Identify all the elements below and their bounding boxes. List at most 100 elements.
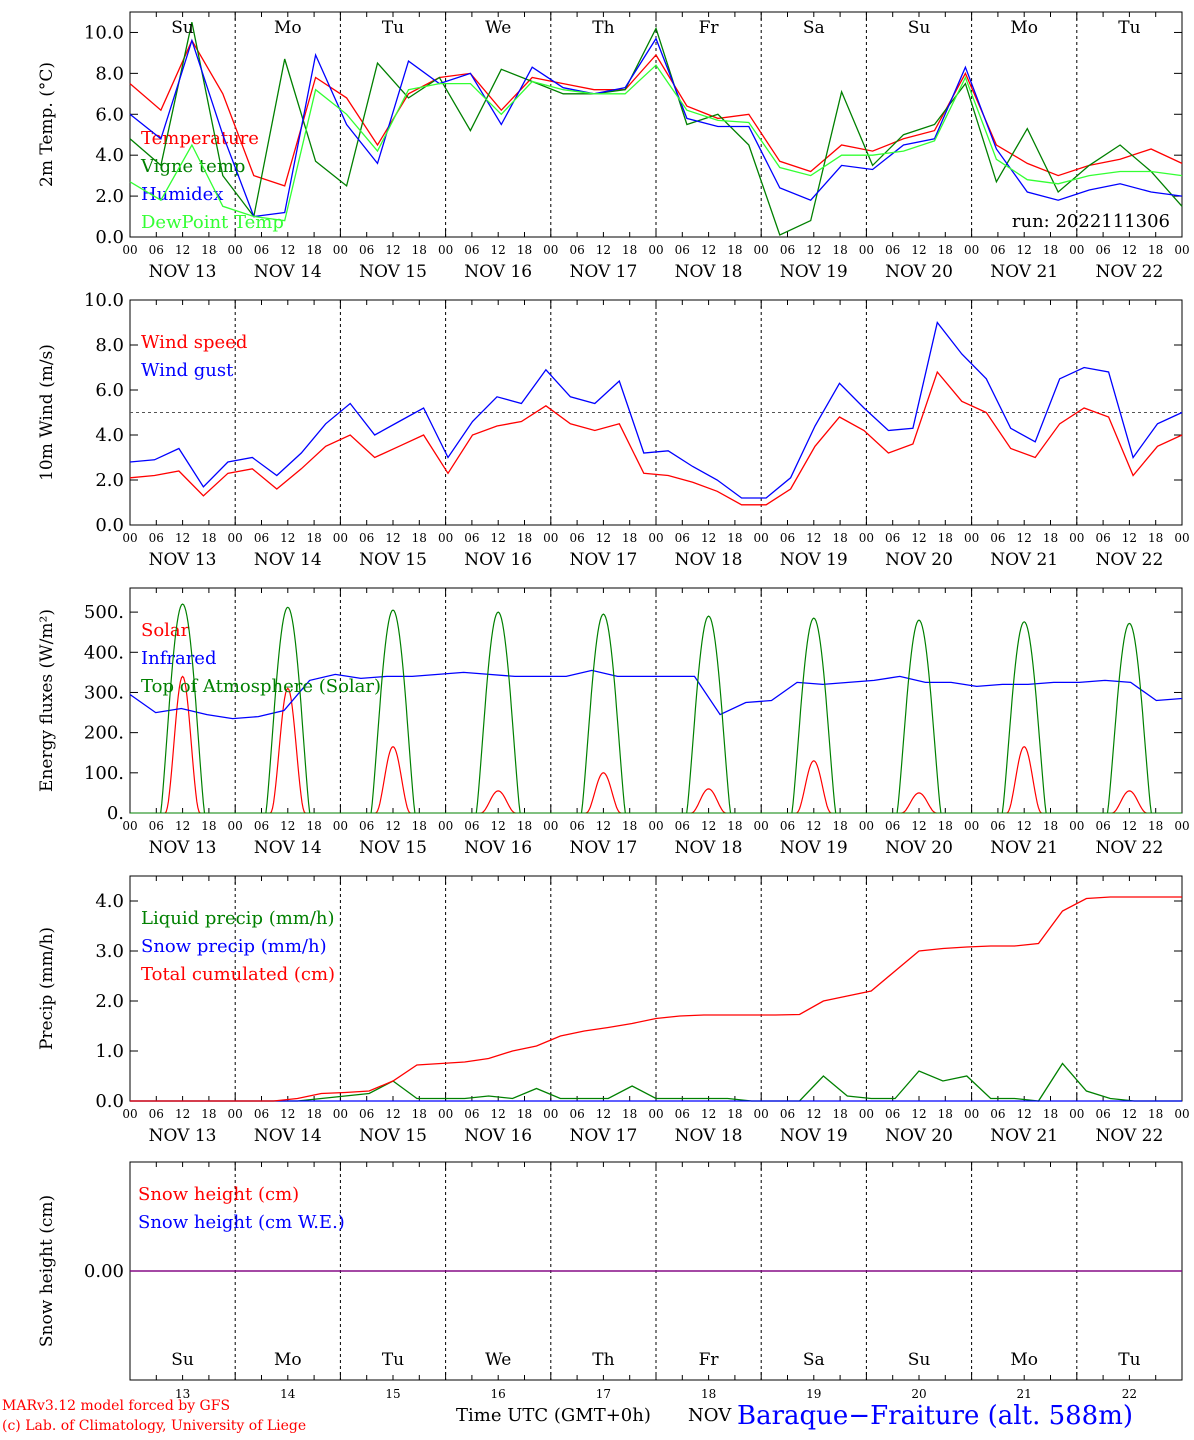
model-line: MARv3.12 model forced by GFS [2, 1398, 231, 1414]
series-curve [1111, 790, 1148, 814]
hour-tick-label: 00 [333, 819, 348, 833]
y-axis-label: 10m Wind (m/s) [37, 344, 57, 481]
hour-tick-label: 18 [306, 1107, 321, 1121]
hour-tick-label: 18 [727, 243, 742, 257]
hour-tick-label: 06 [675, 819, 690, 833]
weekday-label: Fr [699, 18, 720, 38]
hour-tick-label: 00 [333, 1107, 348, 1121]
day-number: 20 [911, 1387, 926, 1401]
legend-entry: Snow height (cm W.E.) [138, 1212, 345, 1233]
hour-tick-label: 06 [990, 819, 1005, 833]
nov-label: NOV [688, 1405, 732, 1426]
y-tick-label: 3.0 [95, 941, 124, 962]
y-tick-label: 8.0 [95, 335, 124, 356]
series-line [130, 896, 1182, 1102]
hour-tick-label: 06 [675, 1107, 690, 1121]
date-label: NOV 15 [359, 262, 427, 282]
hour-tick-label: 06 [149, 1107, 164, 1121]
day-number: 18 [701, 1387, 716, 1401]
hour-tick-label: 06 [990, 531, 1005, 545]
hour-tick-label: 06 [885, 531, 900, 545]
series-curve [686, 615, 732, 814]
run-annotation: run: 2022111306 [1012, 211, 1170, 232]
hour-tick-label: 00 [859, 1107, 874, 1121]
series-curve [1006, 746, 1042, 814]
hour-tick-label: 12 [1017, 819, 1032, 833]
hour-tick-label: 12 [596, 1107, 611, 1121]
hour-tick-label: 00 [543, 531, 558, 545]
y-tick-label: 300. [84, 682, 124, 703]
hour-tick-label: 06 [254, 531, 269, 545]
series-curve [164, 675, 201, 814]
legend-entry: Wind gust [141, 360, 234, 381]
legend-entry: DewPoint Temp [141, 212, 284, 233]
date-label: NOV 21 [990, 262, 1058, 282]
hour-tick-label: 06 [1095, 819, 1110, 833]
y-tick-label: 8.0 [95, 63, 124, 84]
hour-tick-label: 12 [1017, 243, 1032, 257]
hour-tick-label: 00 [1069, 531, 1084, 545]
y-tick-label: 0.0 [95, 1091, 124, 1112]
weekday-label: Th [592, 1350, 614, 1370]
series-curve [580, 613, 626, 814]
hour-tick-label: 00 [964, 243, 979, 257]
date-label: NOV 14 [254, 262, 322, 282]
hour-tick-label: 18 [412, 1107, 427, 1121]
series-line [129, 370, 1183, 506]
legend-entry: Vigne temp [140, 156, 245, 177]
date-label: NOV 17 [569, 1126, 637, 1146]
date-label: NOV 15 [359, 550, 427, 570]
y-axis-label: Snow height (cm) [37, 1195, 57, 1347]
y-tick-label: 2.0 [95, 186, 124, 207]
series-curve [690, 788, 727, 814]
hour-tick-label: 12 [385, 531, 400, 545]
hour-tick-label: 12 [911, 243, 926, 257]
hour-tick-label: 06 [569, 243, 584, 257]
series-line [129, 39, 1183, 187]
hour-tick-label: 00 [1174, 819, 1189, 833]
hour-tick-label: 00 [543, 243, 558, 257]
hour-tick-label: 12 [491, 243, 506, 257]
hour-tick-label: 18 [201, 531, 216, 545]
y-tick-label: 0.00 [84, 1261, 124, 1282]
hour-tick-label: 00 [1069, 819, 1084, 833]
hour-tick-label: 12 [280, 531, 295, 545]
hour-tick-label: 12 [911, 531, 926, 545]
hour-tick-label: 00 [333, 531, 348, 545]
series-curve [160, 603, 206, 814]
legend-entry: Temperature [141, 128, 259, 149]
hour-tick-label: 06 [464, 243, 479, 257]
series-curve [480, 790, 516, 814]
hour-tick-label: 12 [1122, 243, 1137, 257]
hour-tick-label: 12 [701, 819, 716, 833]
hour-tick-label: 00 [648, 1107, 663, 1121]
hour-tick-label: 12 [175, 819, 190, 833]
hour-tick-label: 18 [622, 1107, 637, 1121]
hour-tick-label: 06 [569, 1107, 584, 1121]
hour-tick-label: 12 [385, 1107, 400, 1121]
hour-tick-label: 18 [622, 819, 637, 833]
y-tick-label: 0.0 [95, 515, 124, 536]
hour-tick-label: 12 [491, 819, 506, 833]
series-line [130, 1062, 1182, 1102]
weekday-label: Sa [803, 18, 825, 38]
hour-tick-label: 00 [543, 1107, 558, 1121]
date-label: NOV 19 [780, 838, 848, 858]
hour-tick-label: 12 [385, 243, 400, 257]
hour-tick-label: 18 [727, 819, 742, 833]
hour-tick-label: 06 [149, 243, 164, 257]
hour-tick-label: 06 [359, 819, 374, 833]
legend-entry: Solar [141, 620, 190, 641]
date-label: NOV 21 [990, 550, 1058, 570]
date-label: NOV 13 [149, 838, 217, 858]
series-line [129, 669, 1183, 720]
date-label: NOV 18 [675, 838, 743, 858]
hour-tick-label: 06 [359, 243, 374, 257]
date-label: NOV 16 [464, 838, 532, 858]
hour-tick-label: 06 [464, 819, 479, 833]
hour-tick-label: 00 [122, 1107, 137, 1121]
hour-tick-label: 18 [938, 531, 953, 545]
legend-entry: Wind speed [141, 332, 247, 353]
hour-tick-label: 00 [228, 1107, 243, 1121]
